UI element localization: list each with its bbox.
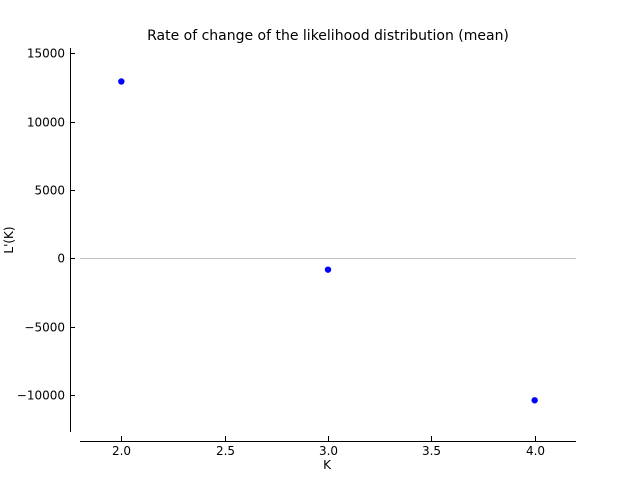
x-tick-label: 3.0 [319, 444, 338, 458]
y-tick-label: 5000 [34, 184, 65, 198]
data-point [531, 397, 538, 404]
y-axis-label: L'(K) [2, 226, 16, 253]
y-tick-label: −10000 [17, 389, 65, 403]
chart-title: Rate of change of the likelihood distrib… [147, 28, 509, 44]
y-ticks: 15000 10000 5000 0 −5000 −10000 [17, 47, 75, 403]
x-tick-label: 2.0 [112, 444, 131, 458]
data-points [118, 78, 538, 404]
data-point [324, 266, 332, 273]
x-tick-label: 3.5 [422, 444, 441, 458]
y-tick-label: 0 [57, 252, 65, 266]
y-tick-label: −5000 [24, 321, 65, 335]
y-tick-label: 15000 [27, 47, 65, 61]
x-axis-label: K [323, 458, 332, 472]
x-tick-label: 2.5 [216, 444, 235, 458]
x-tick-label: 4.0 [526, 444, 545, 458]
y-tick-label: 10000 [27, 116, 65, 130]
data-point [118, 78, 125, 85]
x-ticks: 2.0 2.5 3.0 3.5 4.0 [112, 436, 545, 458]
